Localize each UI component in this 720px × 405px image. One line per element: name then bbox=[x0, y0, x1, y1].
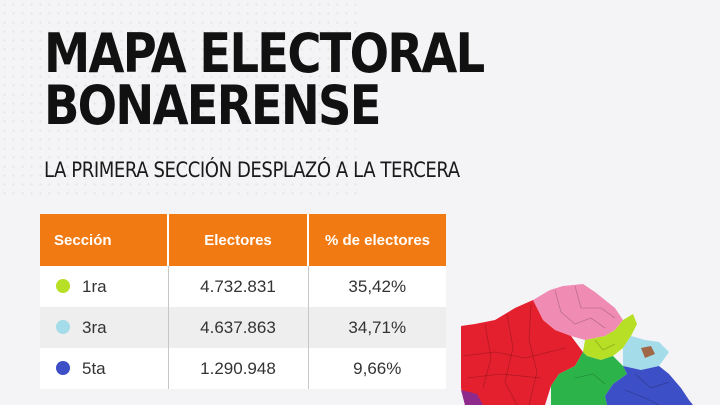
table-header-row: Sección Electores % de electores bbox=[40, 214, 446, 266]
map-region-red bbox=[461, 300, 583, 405]
cell-porcentaje: 9,66% bbox=[308, 348, 446, 389]
background-pattern bbox=[0, 0, 360, 200]
cell-electores: 1.290.948 bbox=[168, 348, 309, 389]
map-region-pink bbox=[533, 284, 623, 340]
cell-seccion: 5ta bbox=[40, 348, 169, 389]
cell-electores: 4.732.831 bbox=[168, 266, 309, 307]
title-line-1: MAPA ELECTORAL bbox=[44, 22, 485, 85]
map-region-lime bbox=[583, 314, 637, 360]
table-row: 3ra 4.637.863 34,71% bbox=[40, 307, 446, 348]
section-color-dot bbox=[56, 360, 70, 375]
cell-seccion: 3ra bbox=[40, 307, 169, 348]
table-row: 5ta 1.290.948 9,66% bbox=[40, 348, 446, 389]
buenos-aires-section-map bbox=[461, 284, 693, 405]
table-row: 1ra 4.732.831 35,42% bbox=[40, 266, 446, 307]
section-color-dot bbox=[56, 319, 70, 334]
column-header-electores: Electores bbox=[168, 214, 309, 266]
column-header-seccion: Sección bbox=[40, 214, 169, 266]
title-line-2: BONAERENSE bbox=[44, 74, 381, 137]
column-header-porcentaje: % de electores bbox=[308, 214, 446, 266]
map-region-brown bbox=[641, 346, 655, 358]
page-title: MAPA ELECTORAL BONAERENSE bbox=[44, 22, 485, 137]
seccion-label: 3ra bbox=[82, 317, 107, 337]
seccion-label: 1ra bbox=[82, 276, 107, 296]
page-subtitle: LA PRIMERA SECCIÓN DESPLAZÓ A LA TERCERA bbox=[44, 158, 460, 182]
cell-electores: 4.637.863 bbox=[168, 307, 309, 348]
seccion-label: 5ta bbox=[82, 358, 106, 378]
map-region-purple bbox=[461, 390, 483, 405]
cell-seccion: 1ra bbox=[40, 266, 169, 307]
map-region-blue bbox=[605, 366, 693, 405]
map-district-lines bbox=[462, 285, 670, 405]
section-color-dot bbox=[56, 278, 70, 293]
cell-porcentaje: 35,42% bbox=[308, 266, 446, 307]
electores-table: Sección Electores % de electores 1ra 4.7… bbox=[40, 214, 446, 389]
cell-porcentaje: 34,71% bbox=[308, 307, 446, 348]
map-region-green bbox=[551, 352, 627, 405]
